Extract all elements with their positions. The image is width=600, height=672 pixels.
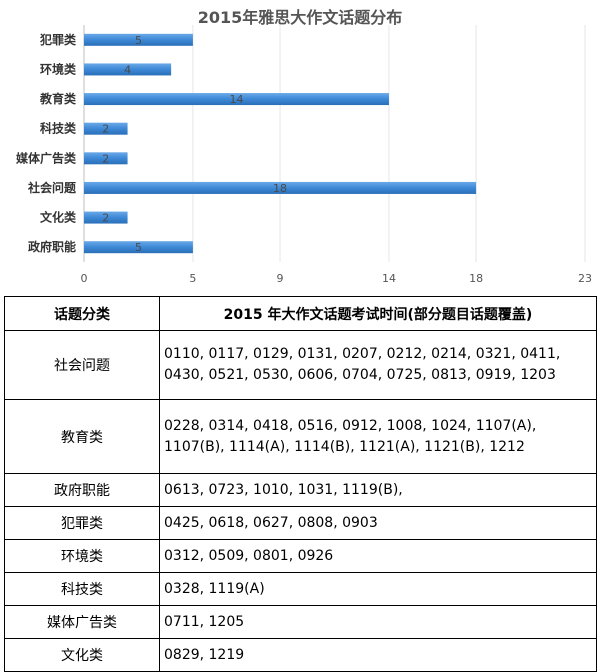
row-category: 教育类 <box>4 399 160 474</box>
x-tick-label: 23 <box>578 272 592 285</box>
category-label: 科技类 <box>40 121 77 136</box>
table-row: 政府职能 0613, 0723, 1010, 1031, 1119(B), <box>4 473 597 507</box>
data-label: 2 <box>102 123 109 136</box>
bar <box>84 33 193 46</box>
bar <box>84 63 172 76</box>
bar <box>84 152 128 165</box>
x-tick-label: 18 <box>469 272 483 285</box>
table-row: 犯罪类 0425, 0618, 0627, 0808, 0903 <box>4 506 597 540</box>
row-dates: 0711, 1205 <box>159 605 597 639</box>
x-tick-label: 5 <box>189 272 196 285</box>
row-dates: 0829, 1219 <box>159 638 597 672</box>
category-label: 社会问题 <box>27 180 77 195</box>
x-tick-label: 0 <box>81 272 88 285</box>
row-dates: 0110, 0117, 0129, 0131, 0207, 0212, 0214… <box>159 330 597 400</box>
category-label: 媒体广告类 <box>16 150 77 165</box>
category-label: 文化类 <box>40 210 77 225</box>
chart-plot: 0 5 9 14 18 23 犯罪类 5 环境类 4 教育类 14 科技类 2 媒体广告类 2 社会问题 18 文化… <box>16 25 592 285</box>
row-category: 科技类 <box>4 572 160 606</box>
category-label: 政府职能 <box>28 239 76 254</box>
table-row: 教育类 0228, 0314, 0418, 0516, 0912, 1008, … <box>4 399 597 474</box>
category-label: 犯罪类 <box>39 32 77 47</box>
bar <box>84 211 128 224</box>
row-category: 文化类 <box>4 638 160 672</box>
data-label: 2 <box>102 212 109 225</box>
table-header-row: 话题分类 2015 年大作文话题考试时间(部分题目话题覆盖) <box>4 296 597 331</box>
row-category: 社会问题 <box>4 330 160 400</box>
table-row: 文化类 0829, 1219 <box>4 638 597 672</box>
row-dates: 0328, 1119(A) <box>159 572 597 606</box>
data-label: 5 <box>135 241 142 254</box>
table-row: 科技类 0328, 1119(A) <box>4 572 597 606</box>
bar <box>84 93 389 106</box>
row-dates: 0312, 0509, 0801, 0926 <box>159 539 597 573</box>
row-dates: 0613, 0723, 1010, 1031, 1119(B), <box>159 473 597 507</box>
topic-table: 话题分类 2015 年大作文话题考试时间(部分题目话题覆盖) 社会问题 0110… <box>4 296 597 672</box>
category-label: 环境类 <box>40 61 77 76</box>
bar-chart: 2015年雅思大作文话题分布 0 5 9 14 18 23 犯罪类 5 环境类 4 教育类 14 科技类… <box>0 0 600 292</box>
table-row: 媒体广告类 0711, 1205 <box>4 605 597 639</box>
row-category: 政府职能 <box>4 473 160 507</box>
data-label: 14 <box>229 93 243 106</box>
x-tick-label: 9 <box>277 272 284 285</box>
data-label: 5 <box>135 34 142 47</box>
chart-title: 2015年雅思大作文话题分布 <box>197 8 403 27</box>
data-label: 2 <box>102 152 109 165</box>
header-dates: 2015 年大作文话题考试时间(部分题目话题覆盖) <box>159 296 597 331</box>
category-label: 教育类 <box>39 91 77 106</box>
table-row: 环境类 0312, 0509, 0801, 0926 <box>4 539 597 573</box>
row-category: 环境类 <box>4 539 160 573</box>
bar <box>84 122 128 135</box>
row-category: 犯罪类 <box>4 506 160 540</box>
table-row: 社会问题 0110, 0117, 0129, 0131, 0207, 0212,… <box>4 330 597 400</box>
x-tick-label: 14 <box>382 272 396 285</box>
row-dates: 0425, 0618, 0627, 0808, 0903 <box>159 506 597 540</box>
bar <box>84 241 193 254</box>
data-label: 4 <box>124 63 131 76</box>
row-category: 媒体广告类 <box>4 605 160 639</box>
row-dates: 0228, 0314, 0418, 0516, 0912, 1008, 1024… <box>159 399 597 474</box>
header-category: 话题分类 <box>4 296 160 331</box>
bar <box>84 181 477 194</box>
data-label: 18 <box>273 182 287 195</box>
